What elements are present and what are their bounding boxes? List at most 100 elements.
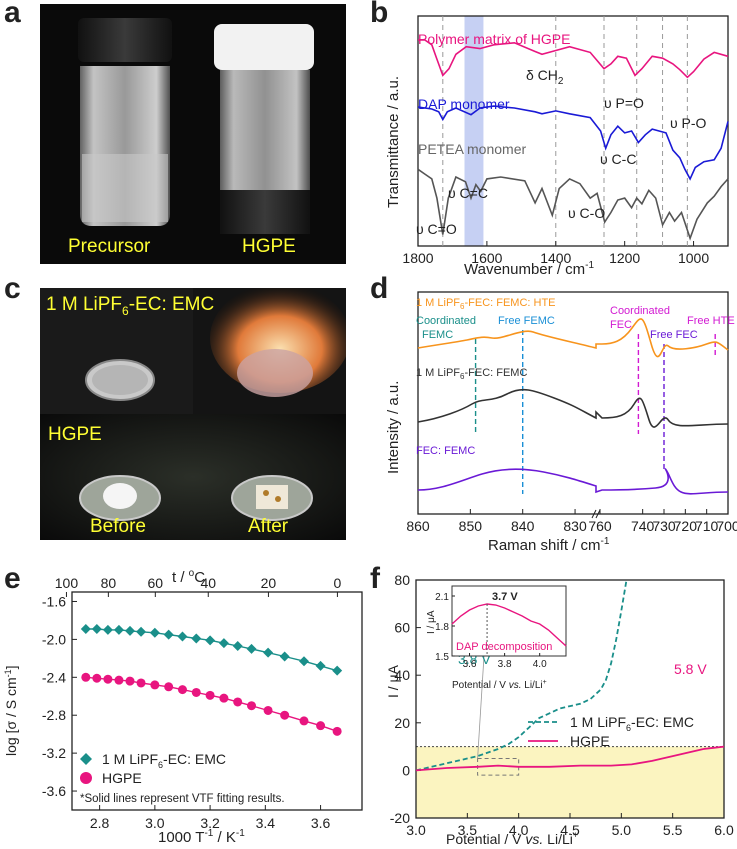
svg-text:HGPE: HGPE (102, 770, 142, 786)
e-ytick-label: -2.8 (42, 707, 66, 723)
b-series-line-0 (418, 39, 729, 79)
d-axes-frame (417, 291, 729, 515)
e-point-pink (114, 675, 124, 685)
e-fit-line-1 (85, 676, 338, 732)
f-xtick-label: 5.0 (612, 822, 632, 838)
e-point-pink (81, 672, 91, 682)
e-point-teal (125, 625, 135, 636)
e-point-pink (177, 685, 187, 695)
e-ytick-label: -3.2 (42, 745, 66, 761)
flammability-drawing (40, 288, 346, 540)
photo-vials: Precursor HGPE (40, 4, 346, 264)
d-xtick-label: 720 (674, 518, 698, 534)
e-fit-line-0 (85, 628, 338, 672)
e-point-pink (219, 693, 229, 703)
e-xtick-label: 3.0 (145, 815, 165, 831)
f-legend-teal: 1 M LiPF6-EC: EMC (528, 714, 694, 733)
hgpe-label-a: HGPE (242, 236, 296, 257)
e-point-pink (316, 721, 326, 731)
e-ytick-label: -2.0 (42, 631, 66, 647)
d-xtick-label: 830 (563, 518, 587, 534)
f-inset-xtick-label: 4.0 (533, 659, 547, 670)
f-xtick-label: 4.0 (509, 822, 529, 838)
e-footnote: *Solid lines represent VTF fitting resul… (80, 793, 285, 805)
vial-left-cap (78, 18, 172, 62)
e-point-pink (150, 680, 160, 690)
d-label-coord-fec-1: Coordinated (610, 305, 670, 317)
ftir-chart: 1800 1600 1400 1200 1000 Polymer matrix of H… (385, 15, 729, 278)
d-ylabel: Intensity / a.u. (385, 381, 402, 474)
e-point-teal (218, 638, 229, 649)
d-label-fec-femc-lipf: 1 M LiPF6-FEC: FEMC (416, 367, 527, 381)
e-top-tick-label: 80 (101, 575, 117, 591)
d-series-hte (417, 318, 729, 358)
f-label-5-8v: 5.8 V (674, 661, 707, 677)
f-series-line-0 (415, 579, 628, 772)
precursor-label: Precursor (68, 236, 151, 257)
d-series-femc (417, 388, 729, 428)
e-point-pink (125, 676, 135, 686)
f-ytick-label: -20 (390, 810, 410, 826)
f-ylabel: I / μA (385, 664, 401, 698)
panel-label-b: b (370, 0, 389, 29)
e-point-pink (103, 674, 113, 684)
f-inset-ytick-label: 1.8 (435, 622, 449, 633)
e-xlabel: 1000 T-1 / K-1 (158, 828, 245, 846)
panel-label-e: e (4, 562, 21, 595)
b-xtick-label: 1400 (540, 250, 571, 266)
vial-right-body (220, 70, 310, 190)
d-label-free-fec: Free FEC (650, 329, 698, 341)
e-xtick-label: 2.8 (90, 815, 110, 831)
d-label-coord-femc-1: Coordinated (416, 315, 476, 327)
e-legend-teal: 1 M LiPF6-EC: EMC (80, 751, 226, 770)
e-legend-pink: HGPE (80, 770, 142, 786)
e-top-tick-label: 60 (148, 575, 164, 591)
d-label-free-hte: Free HTE (687, 315, 735, 327)
d-axis-break (591, 509, 601, 519)
f-inset-line (451, 603, 567, 647)
e-point-teal (315, 660, 326, 671)
e-point-pink (247, 701, 257, 711)
d-xlabel: Raman shift / cm-1 (488, 536, 610, 554)
liquid-electrolyte-label: 1 M LiPF6-EC: EMC (46, 294, 215, 318)
photo-flammability: 1 M LiPF6-EC: EMC HGPE Before After (40, 288, 346, 540)
panel-label-a: a (4, 0, 21, 29)
e-ytick-label: -1.6 (42, 593, 66, 609)
b-label-dap: DAP monomer (418, 96, 510, 112)
e-point-teal (163, 629, 174, 640)
panel-label-d: d (370, 272, 389, 305)
e-ytick-label: -2.4 (42, 669, 66, 685)
d-series-fec-femc (417, 468, 729, 495)
d-xtick-label: 700 (716, 518, 737, 534)
e-point-teal (113, 624, 124, 635)
f-inset-ytick-label: 1.5 (435, 652, 449, 663)
d-xtick-label: 730 (652, 518, 676, 534)
f-ytick-label: 80 (394, 572, 410, 588)
e-point-teal (191, 633, 202, 644)
conductivity-chart: 2.8 3.0 3.2 3.4 3.6 -1.6 -2.0 -2.4 -2.8 -3.2 -3.6 1… (3, 568, 363, 846)
d-label-coord-fec-2: FEC (610, 319, 632, 331)
f-xtick-label: 4.5 (560, 822, 580, 838)
b-ann-po-double: υ P=O (604, 95, 644, 111)
e-point-pink (299, 716, 309, 726)
e-point-teal (177, 631, 188, 642)
f-inset-xlabel: Potential / V vs. Li/Li+ (452, 679, 547, 691)
b-ann-c-o: υ C-O (568, 205, 605, 221)
f-inset-xtick-label: 3.8 (498, 659, 512, 670)
b-ann-p-o: υ P-O (670, 115, 707, 131)
b-ann-co-double: υ C=O (416, 221, 457, 237)
e-point-teal (205, 635, 216, 646)
f-inset-peak: 3.7 V (492, 591, 518, 603)
e-point-pink (280, 710, 290, 720)
b-ann-c-c: υ C-C (600, 151, 636, 167)
f-inset-xtick-label: 3.6 (463, 659, 477, 670)
panel-label-c: c (4, 272, 21, 305)
b-series-line-1 (417, 105, 729, 181)
d-xtick-label: 840 (511, 518, 535, 534)
e-point-teal (232, 641, 243, 652)
f-inset-caption: DAP decomposition (456, 641, 552, 653)
vials-drawing (78, 18, 314, 234)
e-point-teal (102, 624, 113, 635)
